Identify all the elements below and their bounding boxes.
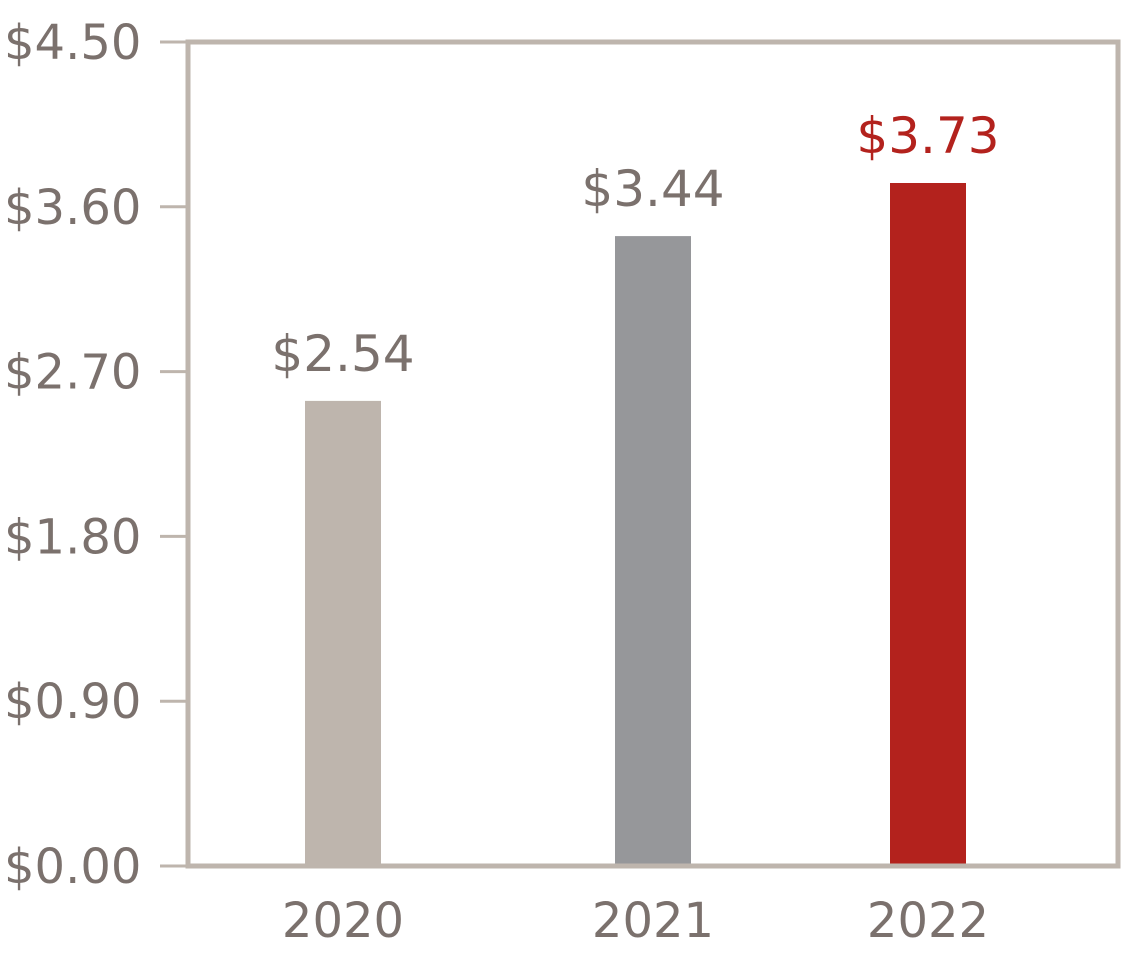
plot-frame bbox=[185, 39, 1121, 869]
x-category-label-2021: 2021 bbox=[592, 893, 714, 949]
bar-2021 bbox=[615, 236, 691, 864]
bar-2022 bbox=[890, 182, 966, 864]
y-tick-label: $3.60 bbox=[4, 180, 141, 236]
x-category-label-2022: 2022 bbox=[867, 893, 989, 949]
y-tick-label: $1.80 bbox=[4, 509, 141, 565]
value-label-2022: $3.73 bbox=[856, 107, 999, 165]
value-label-2020: $2.54 bbox=[271, 325, 414, 383]
y-tick-label: $2.70 bbox=[4, 345, 141, 401]
x-category-label-2020: 2020 bbox=[282, 893, 404, 949]
y-tick-label: $0.90 bbox=[4, 674, 141, 730]
value-label-2021: $3.44 bbox=[581, 160, 724, 218]
bar-2020 bbox=[305, 400, 381, 864]
y-tick-label: $0.00 bbox=[4, 839, 141, 895]
y-tick-label: $4.50 bbox=[4, 15, 141, 71]
